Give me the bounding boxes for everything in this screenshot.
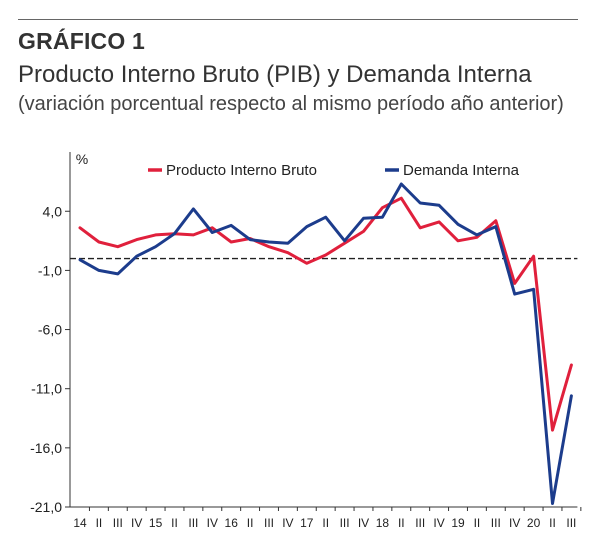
x-tick-label: IV <box>433 516 444 530</box>
chart-subtitle: (variación porcentual respecto al mismo … <box>18 93 564 115</box>
x-tick-label: IV <box>131 516 142 530</box>
x-tick-label: III <box>415 516 425 530</box>
x-tick-label: II <box>322 516 329 530</box>
x-tick-label: II <box>398 516 405 530</box>
y-tick-label: -6,0 <box>38 322 62 338</box>
x-tick-label: 16 <box>225 516 239 530</box>
x-tick-label: II <box>96 516 103 530</box>
legend-label-demanda-interna: Demanda Interna <box>403 162 520 179</box>
x-tick-label: 15 <box>149 516 163 530</box>
x-tick-label: III <box>340 516 350 530</box>
x-tick-label: 17 <box>300 516 314 530</box>
x-tick-label: IV <box>509 516 520 530</box>
x-tick-label: IV <box>207 516 218 530</box>
chart-title: Producto Interno Bruto (PIB) y Demanda I… <box>18 61 532 88</box>
x-tick-label: II <box>247 516 254 530</box>
x-tick-label: III <box>188 516 198 530</box>
axes <box>65 152 582 511</box>
y-axis-label: % <box>76 151 88 167</box>
legend: Producto Interno Bruto Demanda Interna <box>148 162 520 179</box>
series-line-pib <box>78 196 573 432</box>
x-tick-label: 19 <box>451 516 465 530</box>
y-tick-label: -16,0 <box>30 440 62 456</box>
x-tick-label: III <box>491 516 501 530</box>
x-tick-label: II <box>549 516 556 530</box>
series-line-demanda-interna <box>78 182 573 505</box>
legend-label-pib: Producto Interno Bruto <box>166 162 317 179</box>
x-tick-label: 18 <box>376 516 390 530</box>
tick-labels: 4,0-1,0-6,0-11,0-16,0-21,0%14 II III IV 15 II… <box>30 151 576 530</box>
top-rule <box>18 19 578 20</box>
x-tick-label: III <box>113 516 123 530</box>
y-tick-label: -21,0 <box>30 499 62 515</box>
x-tick-label: II <box>171 516 178 530</box>
x-tick-label: 14 <box>73 516 87 530</box>
x-tick-label: IV <box>282 516 293 530</box>
x-tick-label: III <box>566 516 576 530</box>
x-tick-label: IV <box>358 516 369 530</box>
x-tick-label: II <box>474 516 481 530</box>
series-lines <box>78 182 573 505</box>
figure-label: GRÁFICO 1 <box>18 28 146 54</box>
y-tick-label: -1,0 <box>38 262 62 278</box>
x-tick-label: III <box>264 516 274 530</box>
x-tick-label: 20 <box>527 516 541 530</box>
y-tick-label: -11,0 <box>31 381 62 397</box>
y-tick-label: 4,0 <box>43 203 63 219</box>
